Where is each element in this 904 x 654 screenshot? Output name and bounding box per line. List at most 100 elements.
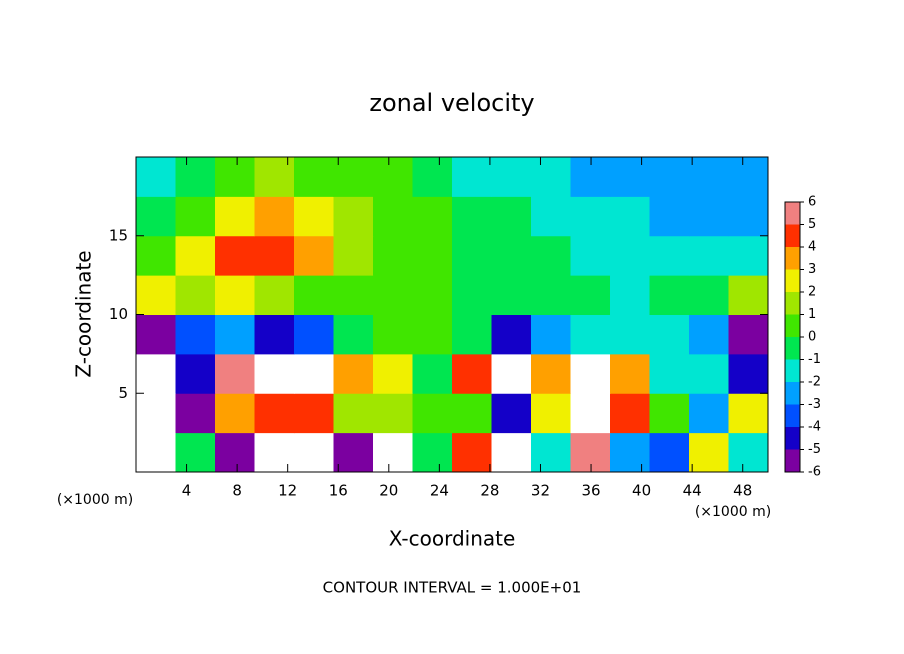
field-cell xyxy=(412,235,453,276)
colorbar-label: 3 xyxy=(808,262,816,277)
field-cell xyxy=(294,353,334,394)
field-cell xyxy=(570,196,611,237)
field-cell xyxy=(254,353,295,394)
field-cell xyxy=(531,157,571,197)
colorbar-bin xyxy=(785,247,800,270)
field-cell xyxy=(610,157,650,197)
field-cell xyxy=(610,196,650,237)
field-cell xyxy=(452,353,492,394)
field-cell xyxy=(215,393,255,434)
field-cell xyxy=(373,275,413,315)
field-cell xyxy=(136,275,176,315)
field-cell xyxy=(491,235,532,276)
field-cell xyxy=(254,235,295,276)
field-cell xyxy=(175,235,216,276)
field-cell xyxy=(728,157,769,197)
colorbar-bin xyxy=(785,202,800,225)
field-cell xyxy=(570,432,611,473)
colorbar-label: 5 xyxy=(808,217,816,232)
field-cell xyxy=(491,157,532,197)
field-cell xyxy=(649,432,690,473)
field-cell xyxy=(610,432,650,473)
field-cell xyxy=(412,393,453,434)
field-cell xyxy=(649,393,690,434)
field-cell xyxy=(452,196,492,237)
x-tick-label: 8 xyxy=(232,482,242,500)
field-cell xyxy=(689,432,729,473)
field-cell xyxy=(373,393,413,434)
field-cell xyxy=(412,432,453,473)
x-unit: (×1000 m) xyxy=(695,504,771,520)
field-cell xyxy=(136,353,176,394)
field-cell xyxy=(333,353,374,394)
field-cell xyxy=(452,235,492,276)
x-tick-label: 44 xyxy=(683,482,702,500)
field-cell xyxy=(610,275,650,315)
field-cell xyxy=(452,432,492,473)
field-cell xyxy=(491,353,532,394)
field-cell xyxy=(254,432,295,473)
colorbar-label: -4 xyxy=(808,420,821,435)
y-unit: (×1000 m) xyxy=(57,492,133,508)
field-cell xyxy=(689,353,729,394)
colorbar-bin xyxy=(785,404,800,427)
field-cell xyxy=(610,314,650,355)
y-tick-label: 5 xyxy=(118,384,128,402)
field-cell xyxy=(610,353,650,394)
field-cell xyxy=(136,432,176,473)
y-tick-label: 10 xyxy=(109,305,128,323)
field-cell xyxy=(215,432,255,473)
colorbar-bin xyxy=(785,314,800,337)
field-cell xyxy=(215,157,255,197)
colorbar-bin xyxy=(785,292,800,315)
field-cell xyxy=(728,235,769,276)
field-cell xyxy=(333,393,374,434)
field-cell xyxy=(649,275,690,315)
field-cell xyxy=(570,275,611,315)
field-cell xyxy=(373,432,413,473)
colorbar-bin xyxy=(785,269,800,292)
field-cell xyxy=(175,432,216,473)
field-cell xyxy=(412,196,453,237)
field-cell xyxy=(254,157,295,197)
field-cell xyxy=(175,353,216,394)
field-cell xyxy=(373,235,413,276)
field-cell xyxy=(412,353,453,394)
field-cell xyxy=(610,235,650,276)
field-cell xyxy=(728,353,769,394)
field-cell xyxy=(452,275,492,315)
field-cell xyxy=(136,196,176,237)
colorbar-label: -1 xyxy=(808,352,821,367)
field-cell xyxy=(333,314,374,355)
field-cell xyxy=(491,196,532,237)
field-cell xyxy=(412,275,453,315)
footer: CONTOUR INTERVAL = 1.000E+01 xyxy=(323,579,582,597)
field-cell xyxy=(373,157,413,197)
field-cell xyxy=(689,196,729,237)
field-cell xyxy=(570,314,611,355)
field-cell xyxy=(254,393,295,434)
field-cell xyxy=(175,393,216,434)
colorbar-label: 0 xyxy=(808,330,816,345)
colorbar-label: 1 xyxy=(808,307,816,322)
field-cell xyxy=(452,157,492,197)
field-cell xyxy=(689,314,729,355)
field-cell xyxy=(175,196,216,237)
colorbar-bin xyxy=(785,449,800,472)
field-cell xyxy=(294,235,334,276)
field-cell xyxy=(570,353,611,394)
field-cell xyxy=(215,275,255,315)
field-cell xyxy=(136,314,176,355)
field-cell xyxy=(531,353,571,394)
colorbar-label: 6 xyxy=(808,195,816,210)
field-cell xyxy=(531,235,571,276)
colorbar-label: 4 xyxy=(808,240,816,255)
field-cell xyxy=(610,393,650,434)
x-tick-label: 16 xyxy=(329,482,348,500)
field-cell xyxy=(412,314,453,355)
colorbar-label: 2 xyxy=(808,285,816,300)
field-cell xyxy=(452,393,492,434)
colorbar-label: -3 xyxy=(808,397,821,412)
field-cell xyxy=(254,275,295,315)
